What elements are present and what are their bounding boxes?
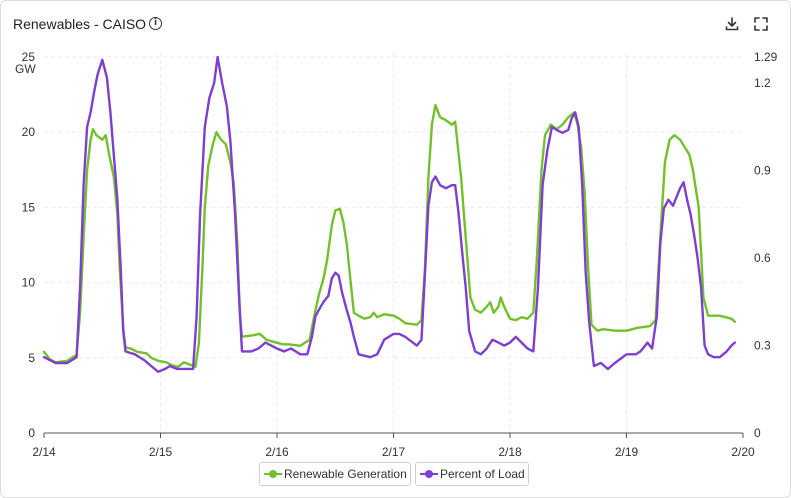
x-axis: 2/14 2/15 2/16 2/17 2/18 2/19 2/20 <box>32 432 755 456</box>
y-right-tick-label: 0.3 <box>754 339 771 353</box>
x-tick-label: 2/16 <box>265 445 289 456</box>
y-left-tick-label: 5 <box>28 351 35 365</box>
right-axis: 0 0.3 0.6 0.9 1.2 1.29 <box>754 50 778 440</box>
y-right-tick-label: 1.29 <box>754 50 778 64</box>
legend-label-renewable-generation: Renewable Generation <box>284 467 407 481</box>
y-left-unit-label: GW <box>15 62 36 76</box>
series-line-percent-of-load <box>42 55 736 373</box>
series-line-renewable-generation <box>42 103 736 368</box>
chart-title: Renewables - CAISO <box>13 16 147 32</box>
legend-item-renewable-generation[interactable]: Renewable Generation <box>259 462 411 486</box>
fullscreen-icon[interactable] <box>752 15 770 33</box>
y-left-tick-label: 10 <box>22 276 36 290</box>
y-right-tick-label: 0.6 <box>754 251 771 265</box>
download-icon[interactable] <box>723 15 741 33</box>
info-icon[interactable]: i <box>149 17 162 30</box>
y-left-tick-label: 0 <box>28 426 35 440</box>
x-tick-label: 2/20 <box>731 445 755 456</box>
legend-item-percent-of-load[interactable]: Percent of Load <box>415 462 529 486</box>
y-right-tick-label: 1.2 <box>754 76 771 90</box>
y-left-tick-label: 15 <box>22 200 36 214</box>
x-tick-label: 2/15 <box>149 445 173 456</box>
x-tick-label: 2/14 <box>32 445 56 456</box>
series-lines <box>42 55 736 373</box>
legend-swatch-green <box>264 470 282 478</box>
x-tick-label: 2/17 <box>382 445 406 456</box>
gridlines <box>44 53 743 433</box>
y-right-tick-label: 0.9 <box>754 164 771 178</box>
y-right-tick-label: 0 <box>754 426 761 440</box>
x-tick-label: 2/19 <box>615 445 639 456</box>
x-tick-label: 2/18 <box>498 445 522 456</box>
legend-swatch-purple <box>420 470 438 478</box>
y-left-tick-label: 20 <box>22 125 36 139</box>
legend-label-percent-of-load: Percent of Load <box>440 467 525 481</box>
y-left-tick-label: 25 <box>22 50 36 64</box>
